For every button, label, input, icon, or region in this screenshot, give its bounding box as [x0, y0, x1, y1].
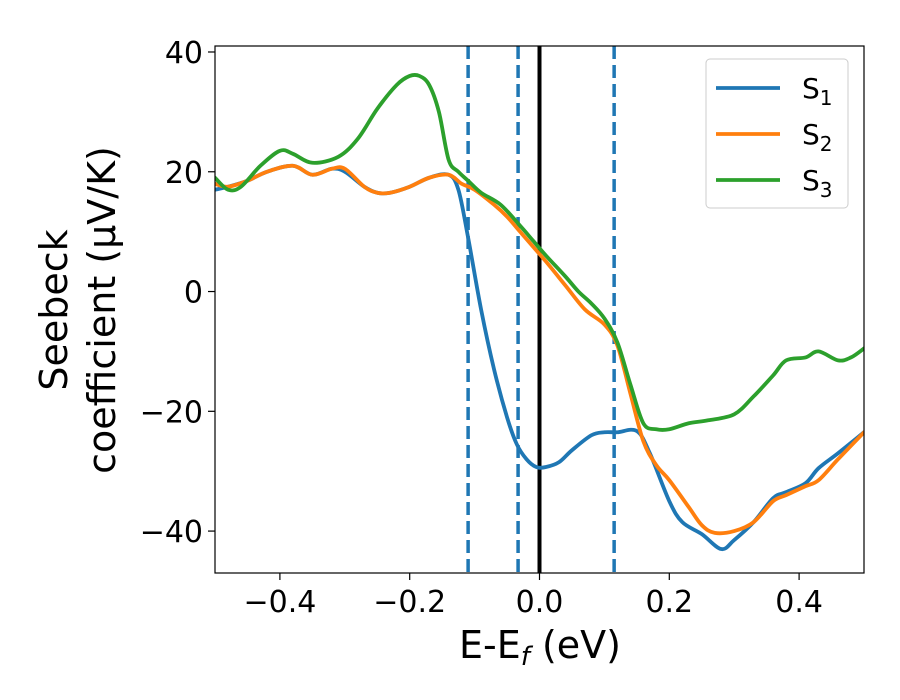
- y-axis-label: Seebeck coefficient (μV/K): [32, 146, 124, 474]
- x-tick-label: 0.2: [645, 585, 693, 620]
- series-line-s1: [215, 163, 864, 552]
- y-tick-label: 40: [165, 36, 203, 71]
- x-tick-label: −0.4: [243, 585, 316, 620]
- legend-label-s1: S1: [802, 72, 833, 110]
- series-line-s3: [215, 72, 864, 432]
- x-tick-label: −0.2: [373, 585, 446, 620]
- y-axis-label-line1: Seebeck: [32, 229, 76, 390]
- legend-label-s3: S3: [802, 164, 833, 202]
- y-tick-label: −20: [140, 395, 203, 430]
- x-axis-label: E-Ef (eV): [459, 623, 621, 672]
- legend: S1 S2 S3: [705, 58, 849, 209]
- reference-lines: [466, 46, 616, 573]
- y-axis-label-line2: coefficient (μV/K): [80, 146, 124, 474]
- y-tick-label: −40: [140, 515, 203, 550]
- y-tick-label: 0: [184, 276, 203, 311]
- x-tick-label: 0.0: [516, 585, 564, 620]
- series-lines: [215, 72, 864, 552]
- x-tick-label: 0.4: [775, 585, 823, 620]
- y-axis: −40 −20 0 20 40: [140, 36, 215, 550]
- x-axis: −0.4 −0.2 0.0 0.2 0.4: [243, 573, 823, 620]
- y-tick-label: 20: [165, 156, 203, 191]
- legend-label-s2: S2: [802, 118, 833, 156]
- series-line-s2: [215, 163, 864, 536]
